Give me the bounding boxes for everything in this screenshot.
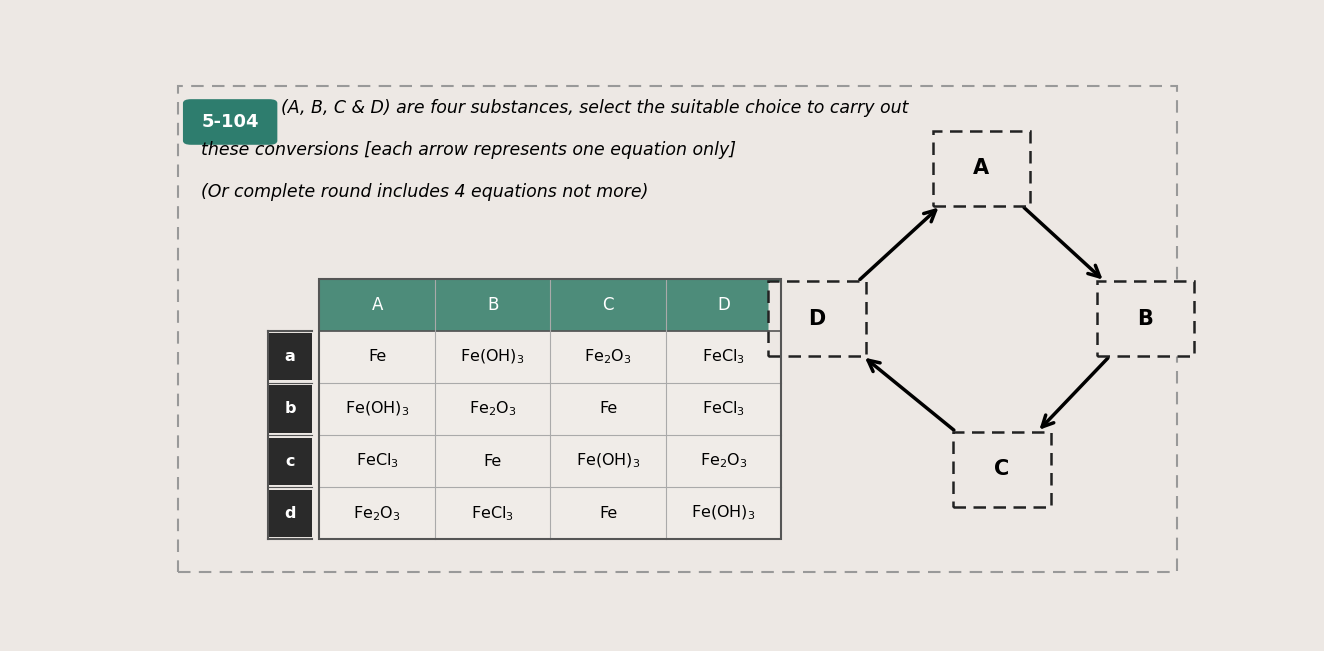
FancyBboxPatch shape	[932, 131, 1030, 206]
FancyBboxPatch shape	[551, 435, 666, 487]
Text: (A, B, C & D) are four substances, select the suitable choice to carry out: (A, B, C & D) are four substances, selec…	[282, 99, 910, 117]
Text: c: c	[285, 454, 295, 469]
FancyArrowPatch shape	[869, 360, 953, 430]
FancyBboxPatch shape	[434, 383, 551, 435]
Text: b: b	[285, 402, 295, 417]
FancyBboxPatch shape	[666, 487, 781, 539]
Text: FeCl$_3$: FeCl$_3$	[356, 452, 399, 471]
FancyBboxPatch shape	[267, 333, 311, 380]
FancyArrowPatch shape	[1042, 358, 1108, 427]
Text: Fe: Fe	[598, 402, 617, 417]
FancyBboxPatch shape	[666, 383, 781, 435]
FancyBboxPatch shape	[267, 490, 311, 537]
Text: Fe$_2$O$_3$: Fe$_2$O$_3$	[354, 504, 401, 523]
FancyBboxPatch shape	[267, 437, 311, 484]
Text: Fe(OH)$_3$: Fe(OH)$_3$	[346, 400, 409, 418]
Text: B: B	[487, 296, 498, 314]
Text: Fe: Fe	[483, 454, 502, 469]
FancyBboxPatch shape	[183, 99, 277, 145]
FancyBboxPatch shape	[551, 487, 666, 539]
FancyBboxPatch shape	[1096, 281, 1194, 356]
Text: D: D	[718, 296, 730, 314]
FancyBboxPatch shape	[666, 331, 781, 383]
Text: d: d	[285, 506, 295, 521]
FancyBboxPatch shape	[551, 331, 666, 383]
FancyBboxPatch shape	[319, 383, 434, 435]
FancyBboxPatch shape	[319, 487, 434, 539]
FancyBboxPatch shape	[434, 487, 551, 539]
Text: A: A	[372, 296, 383, 314]
FancyBboxPatch shape	[768, 281, 866, 356]
Text: these conversions [each arrow represents one equation only]: these conversions [each arrow represents…	[201, 141, 736, 159]
Text: FeCl$_3$: FeCl$_3$	[702, 400, 745, 419]
Text: Fe(OH)$_3$: Fe(OH)$_3$	[576, 452, 641, 470]
FancyBboxPatch shape	[319, 331, 434, 383]
Text: B: B	[1137, 309, 1153, 329]
Text: (Or complete round includes 4 equations not more): (Or complete round includes 4 equations …	[201, 184, 649, 201]
FancyBboxPatch shape	[267, 385, 311, 432]
Text: C: C	[994, 459, 1009, 479]
Text: Fe$_2$O$_3$: Fe$_2$O$_3$	[699, 452, 747, 471]
FancyArrowPatch shape	[1023, 208, 1100, 277]
Text: Fe: Fe	[368, 350, 387, 365]
Text: C: C	[602, 296, 614, 314]
Text: Fe(OH)$_3$: Fe(OH)$_3$	[691, 504, 756, 522]
Text: A: A	[973, 158, 989, 178]
Text: 5-104: 5-104	[201, 113, 260, 131]
FancyBboxPatch shape	[434, 331, 551, 383]
FancyBboxPatch shape	[434, 435, 551, 487]
FancyBboxPatch shape	[953, 432, 1050, 506]
Text: D: D	[809, 309, 826, 329]
Text: FeCl$_3$: FeCl$_3$	[702, 348, 745, 366]
FancyBboxPatch shape	[551, 383, 666, 435]
Text: Fe(OH)$_3$: Fe(OH)$_3$	[461, 348, 524, 366]
FancyBboxPatch shape	[319, 279, 781, 331]
Text: FeCl$_3$: FeCl$_3$	[471, 504, 514, 523]
Text: Fe$_2$O$_3$: Fe$_2$O$_3$	[584, 348, 632, 366]
FancyBboxPatch shape	[319, 435, 434, 487]
Text: a: a	[285, 350, 295, 365]
Text: Fe: Fe	[598, 506, 617, 521]
Text: Fe$_2$O$_3$: Fe$_2$O$_3$	[469, 400, 516, 419]
FancyArrowPatch shape	[859, 210, 936, 279]
FancyBboxPatch shape	[666, 435, 781, 487]
